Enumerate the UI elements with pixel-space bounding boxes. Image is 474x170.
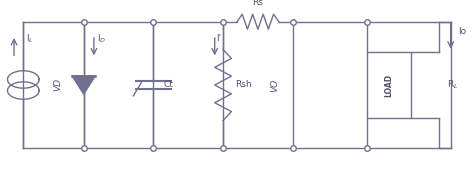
Text: Ct: Ct (164, 81, 173, 89)
Text: VO: VO (270, 78, 279, 92)
Text: I': I' (216, 34, 221, 43)
Text: VD: VD (54, 79, 63, 91)
FancyBboxPatch shape (366, 52, 411, 118)
Text: I$_L$: I$_L$ (26, 32, 34, 45)
Text: R$_L$: R$_L$ (447, 79, 459, 91)
Polygon shape (72, 76, 95, 94)
Text: Rsh: Rsh (235, 81, 251, 89)
Text: Rs: Rs (253, 0, 264, 7)
Text: I$_D$: I$_D$ (97, 32, 106, 45)
Text: LOAD: LOAD (384, 73, 393, 97)
Text: Io: Io (457, 27, 466, 36)
